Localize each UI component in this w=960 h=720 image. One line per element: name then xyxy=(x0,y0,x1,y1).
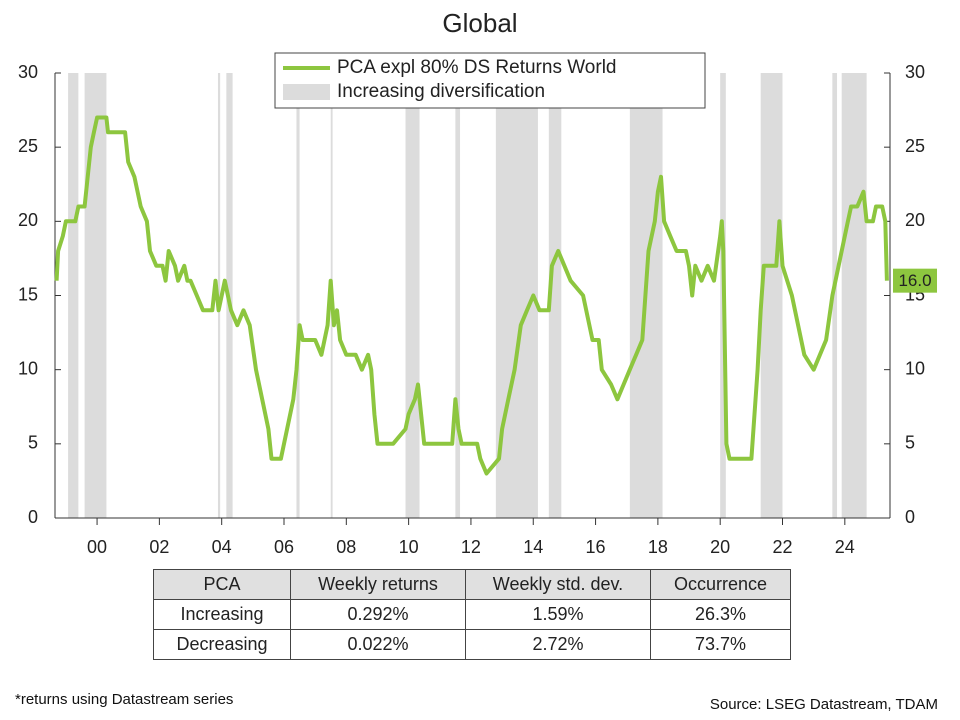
shade-span xyxy=(495,73,538,518)
y-tick-label: 25 xyxy=(18,136,38,156)
legend-box xyxy=(274,52,706,109)
x-tick-label: 12 xyxy=(461,537,481,557)
legend-swatch xyxy=(283,84,330,100)
table-cell: 2.72% xyxy=(465,629,651,660)
legend-label: PCA expl 80% DS Returns World xyxy=(337,57,617,78)
shade-span xyxy=(760,73,783,518)
end-label-box xyxy=(893,268,937,293)
y2-tick-label: 25 xyxy=(905,136,925,156)
footnote: *returns using Datastream series xyxy=(15,691,234,708)
source: Source: LSEG Datastream, TDAM xyxy=(709,696,938,713)
table-cell: 73.7% xyxy=(650,629,791,660)
shade-span xyxy=(841,73,867,518)
y-tick-label: 20 xyxy=(18,210,38,230)
shade-span xyxy=(548,73,562,518)
y-tick-label: 15 xyxy=(18,284,38,304)
table-cell: Occurrence xyxy=(650,569,791,600)
y2-tick-label: 10 xyxy=(905,358,925,378)
table-cell: 26.3% xyxy=(650,599,791,630)
y2-tick-label: 30 xyxy=(905,62,925,82)
y-tick-label: 5 xyxy=(28,433,38,453)
x-tick-label: 20 xyxy=(710,537,730,557)
table-cell: 0.022% xyxy=(290,629,466,660)
y-tick-label: 30 xyxy=(18,62,38,82)
shade-span xyxy=(405,73,420,518)
y-tick-label: 0 xyxy=(28,507,38,527)
table-cell: 1.59% xyxy=(465,599,651,630)
x-tick-label: 00 xyxy=(87,537,107,557)
shade-span xyxy=(455,73,461,518)
end-label: 16.0 xyxy=(898,271,931,290)
x-tick-label: 22 xyxy=(772,537,792,557)
y2-tick-label: 20 xyxy=(905,210,925,230)
table-cell: Increasing xyxy=(153,599,291,630)
x-tick-label: 02 xyxy=(149,537,169,557)
y2-tick-label: 0 xyxy=(905,507,915,527)
x-tick-label: 18 xyxy=(648,537,668,557)
y-tick-label: 10 xyxy=(18,358,38,378)
table-cell: 0.292% xyxy=(290,599,466,630)
shade-span xyxy=(832,73,838,518)
x-tick-label: 14 xyxy=(523,537,543,557)
x-tick-label: 16 xyxy=(586,537,606,557)
shade-span xyxy=(296,73,300,518)
shade-span xyxy=(68,73,79,518)
x-tick-label: 10 xyxy=(399,537,419,557)
chart-title: Global xyxy=(442,8,517,38)
table-cell: PCA xyxy=(153,569,291,600)
series-line xyxy=(54,115,889,476)
table-row: Decreasing 0.022% 2.72% 73.7% xyxy=(153,629,791,660)
shade-span xyxy=(84,73,107,518)
y2-tick-label: 5 xyxy=(905,433,915,453)
x-tick-label: 08 xyxy=(336,537,356,557)
x-tick-label: 04 xyxy=(212,537,232,557)
x-tick-label: 06 xyxy=(274,537,294,557)
legend-label: Increasing diversification xyxy=(337,81,545,102)
table-cell: Decreasing xyxy=(153,629,291,660)
table-row: Increasing 0.292% 1.59% 26.3% xyxy=(153,599,791,630)
table-cell: Weekly returns xyxy=(290,569,466,600)
table-row: PCA Weekly returns Weekly std. dev. Occurre… xyxy=(153,569,791,600)
stats-table: PCA Weekly returns Weekly std. dev. Occurre… xyxy=(153,569,791,660)
table-cell: Weekly std. dev. xyxy=(465,569,651,600)
x-tick-label: 24 xyxy=(835,537,855,557)
